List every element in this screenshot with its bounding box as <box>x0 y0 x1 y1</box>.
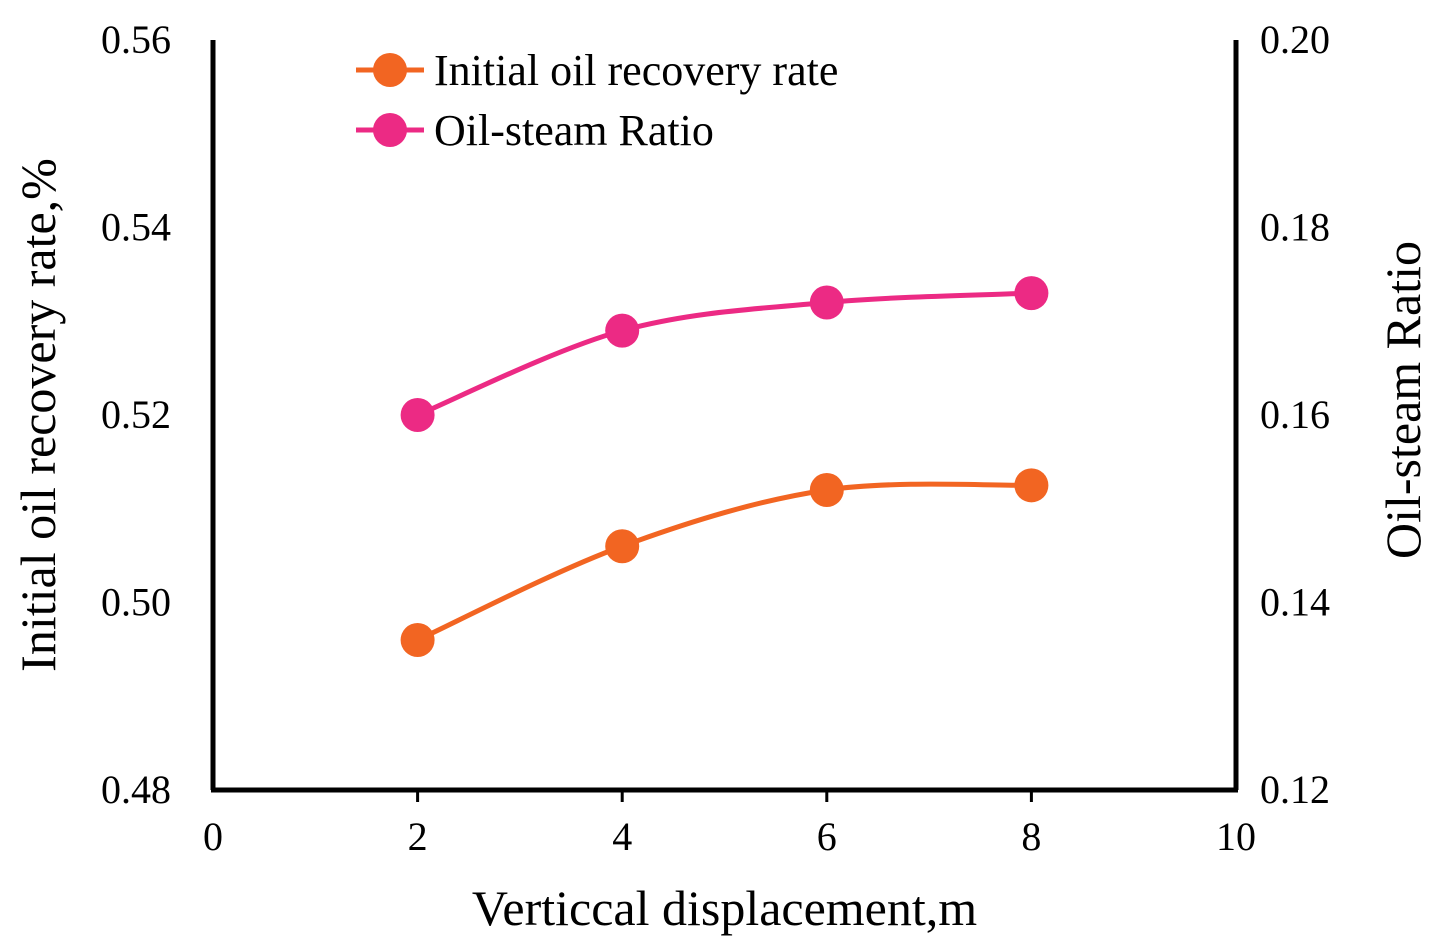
legend-swatch-marker <box>373 113 407 147</box>
y2-tick-label: 0.14 <box>1260 580 1330 625</box>
y2-tick-label: 0.18 <box>1260 205 1330 250</box>
legend-swatch-marker <box>373 53 407 87</box>
x-tick-label: 10 <box>1216 814 1256 859</box>
x-tick-label: 6 <box>817 814 837 859</box>
y-tick-label: 0.48 <box>101 767 171 812</box>
y2-axis-title: Oil-steam Ratio <box>1375 241 1431 559</box>
series-line-2 <box>416 290 1032 418</box>
series-1-point <box>400 623 435 657</box>
y2-tick-label: 0.16 <box>1260 392 1330 437</box>
series-1-point <box>1014 468 1049 503</box>
x-tick-label: 4 <box>612 814 632 859</box>
y2-tick-label: 0.12 <box>1260 767 1330 812</box>
series-2-point <box>1014 276 1049 311</box>
series-1-point <box>605 529 640 564</box>
y-tick-label: 0.56 <box>101 17 171 62</box>
series-2-point <box>809 285 844 320</box>
series-2-point <box>605 313 640 348</box>
x-tick-label: 0 <box>203 814 223 859</box>
series-line-1 <box>416 481 1032 643</box>
x-tick-label: 2 <box>408 814 428 859</box>
series-1-point <box>809 473 844 507</box>
legend-label: Oil-steam Ratio <box>434 106 714 155</box>
y2-tick-label: 0.20 <box>1260 17 1330 62</box>
legend-label: Initial oil recovery rate <box>434 46 838 95</box>
y-tick-label: 0.50 <box>101 580 171 625</box>
y-tick-label: 0.54 <box>101 205 171 250</box>
y-tick-label: 0.52 <box>101 392 171 437</box>
y-axis-title: Initial oil recovery rate,% <box>10 158 66 672</box>
x-axis-title: Verticcal displacement,m <box>472 880 977 936</box>
x-tick-label: 8 <box>1021 814 1041 859</box>
series-2-point <box>400 398 435 432</box>
